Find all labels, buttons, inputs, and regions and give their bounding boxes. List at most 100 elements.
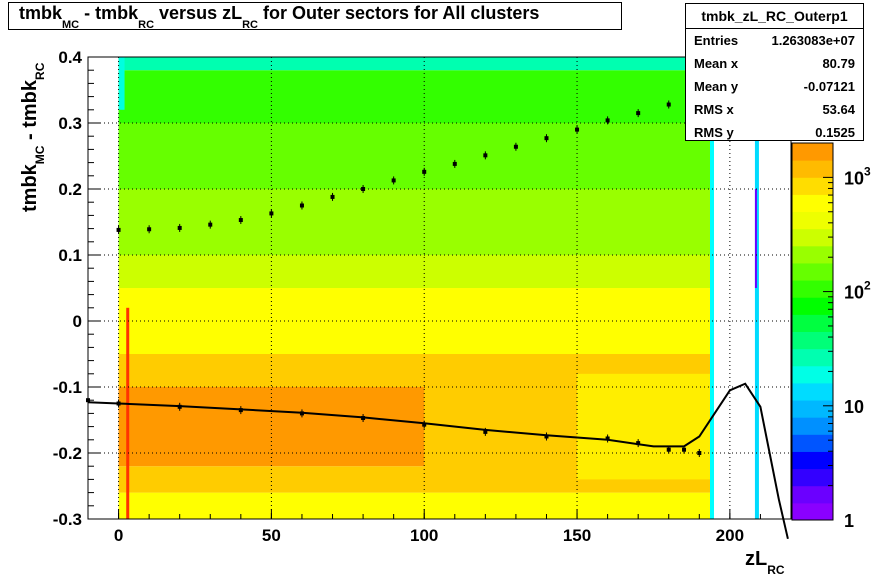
profile-point [666,447,671,452]
colorbar-bin [792,502,833,521]
stats-key: RMS y [694,125,734,140]
stats-value: 53.64 [822,102,855,117]
stats-box: tmbk_zL_RC_Outerp1 Entries 1.263083e+07 … [685,3,864,141]
profile-point [682,447,687,452]
profile-point [636,441,641,446]
profile-point [544,136,549,141]
profile-point [422,422,427,427]
colorbar-bin [792,297,833,315]
profile-series-1 [116,92,702,234]
stats-row-rms-x: RMS x 53.64 [686,98,863,121]
y-tick-label: 0 [73,312,82,331]
colorbar-bin [792,400,833,418]
colorbar-label: 1 [844,511,854,531]
profile-point [330,194,335,199]
profile-point [299,203,304,208]
y-tick-label: -0.3 [53,510,82,529]
y-tick-label: -0.1 [53,378,82,397]
profile-point [513,144,518,149]
chart-title-box: tmbkMC - tmbkRC versus zLRC for Outer se… [8,2,622,31]
colorbar-bin [792,228,833,247]
y-tick-label: 0.3 [58,114,82,133]
chart-title-text: tmbkMC - tmbkRC versus zLRC for Outer se… [19,3,539,29]
heatmap-band [577,373,711,480]
fit-curve [87,382,789,540]
stats-row-rms-y: RMS y 0.1525 [686,121,863,144]
profile-point [238,218,243,223]
x-tick-label: 50 [262,526,281,545]
heatmap-band [710,57,715,519]
colorbar-bin [792,194,833,213]
colorbar-bin [792,365,833,384]
x-tick-label: 150 [563,526,591,545]
heatmap-band [118,288,711,354]
stats-value: 80.79 [822,56,855,71]
colorbar-bin [792,331,833,350]
stats-key: Mean y [694,79,739,94]
profile-point [422,169,427,174]
colorbar-label: 102 [844,279,871,303]
stats-box-title: tmbk_zL_RC_Outerp1 [686,4,863,29]
profile-point [361,187,366,191]
colorbar-bin [792,451,833,470]
colorbar-bin [792,468,833,487]
colorbar-bin [792,417,833,435]
colorbar-bin [792,143,833,161]
y-tick-label: 0.2 [58,180,82,199]
profile-point [269,211,274,216]
heatmap-band [754,189,757,288]
y-tick-label: 0.1 [58,246,82,265]
colorbar-bin [792,211,833,230]
heatmap-band [118,123,711,189]
profile-point [483,153,488,158]
profile-point [605,436,610,441]
stats-value: 1.263083e+07 [771,33,855,48]
heatmap-band [126,307,130,519]
profile-point [483,429,488,434]
heatmap-band [118,70,711,123]
y-tick-label: -0.2 [53,444,82,463]
colorbar-frame [791,142,834,521]
stats-row-entries: Entries 1.263083e+07 [686,29,863,52]
stats-row-mean-y: Mean y -0.07121 [686,75,863,98]
profile-point [575,127,580,132]
x-axis-label: zLRC [745,548,785,577]
profile-point [636,111,641,116]
heatmap-band [118,255,711,288]
profile-point [544,434,549,439]
y-axis-label: tmbkMC - tmbkRC [19,62,47,212]
stats-value: 0.1525 [815,125,855,140]
profile-point [116,227,121,232]
colorbar-bin [792,314,833,332]
colorbar-bin [792,262,833,281]
x-tick-label: 200 [716,526,744,545]
colorbar-bin [792,177,833,195]
profile-point [391,178,396,183]
colorbar-bin [792,160,833,178]
stats-value: -0.07121 [803,79,855,94]
profile-point [208,222,213,227]
colorbar-bin [792,485,833,504]
heatmap-band [118,189,711,255]
stats-key: Mean x [694,56,739,71]
colorbar-bin [792,280,833,298]
stats-key: Entries [694,33,739,48]
colorbar-bin [792,245,833,264]
profile-point [452,161,457,166]
stats-key: RMS x [694,102,734,117]
profile-point [147,227,152,232]
heatmap-band [118,57,711,71]
colorbar-bin [792,382,833,401]
profile-point [697,451,702,455]
y-tick-label: 0.4 [58,48,82,67]
colorbar-label: 10 [844,397,864,417]
profile-point [177,225,182,230]
heatmap-band [118,492,711,519]
profile-point [666,102,671,107]
stats-row-mean-x: Mean x 80.79 [686,52,863,75]
x-tick-label: 0 [114,526,123,545]
colorbar-label: 103 [844,164,871,188]
plot-frame [87,56,792,520]
